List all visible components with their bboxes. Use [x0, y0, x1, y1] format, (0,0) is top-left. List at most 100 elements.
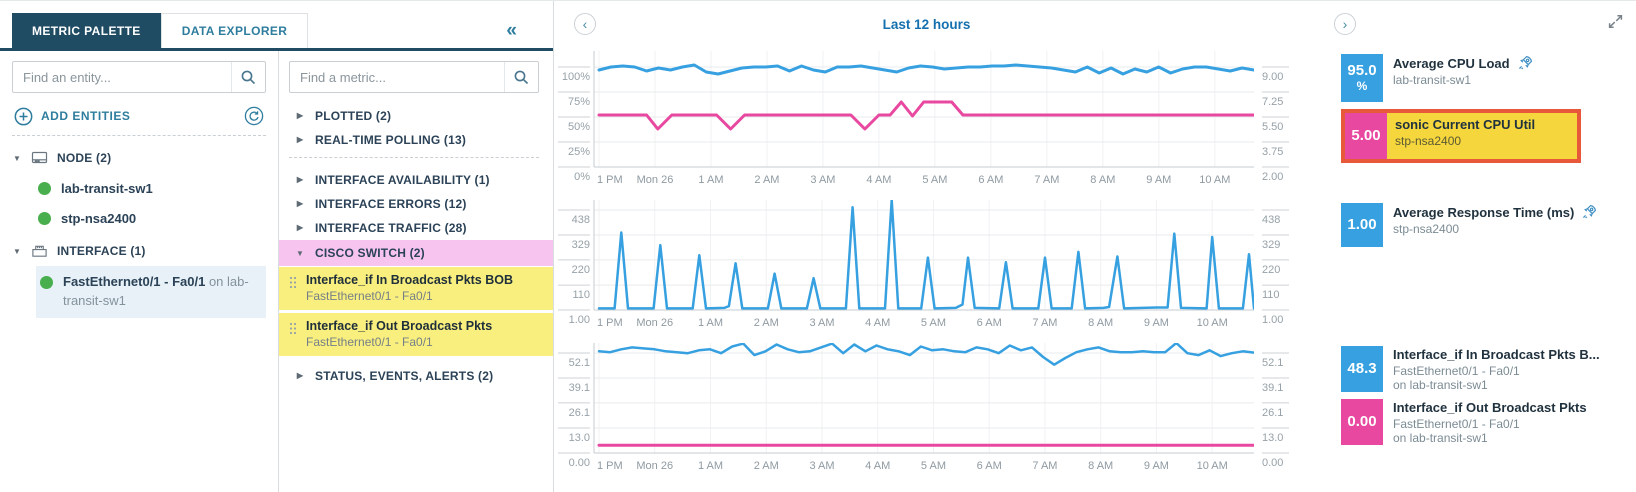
svg-text:1.00: 1.00	[1262, 314, 1283, 326]
tree-group-interface[interactable]: ▼ INTERFACE (1)	[12, 244, 146, 258]
svg-text:75%: 75%	[568, 96, 590, 108]
time-range-title[interactable]: Last 12 hours	[882, 17, 971, 32]
expand-icon[interactable]	[1606, 12, 1625, 36]
search-icon[interactable]	[231, 62, 265, 92]
tab-data-explorer[interactable]: DATA EXPLORER	[160, 13, 309, 48]
svg-text:4 AM: 4 AM	[865, 460, 890, 472]
svg-text:3.75: 3.75	[1262, 146, 1283, 158]
svg-text:5 AM: 5 AM	[921, 317, 946, 329]
interface-parent: on lab-transit-sw1	[63, 274, 249, 308]
drag-handle-icon[interactable]	[289, 276, 297, 292]
svg-text:0.00: 0.00	[569, 457, 590, 469]
svg-text:5.50: 5.50	[1262, 121, 1283, 133]
caret-right-icon[interactable]: ▶	[296, 175, 304, 184]
svg-text:Mon 26: Mon 26	[636, 317, 673, 329]
refresh-icon[interactable]	[244, 106, 264, 126]
svg-text:52.1: 52.1	[569, 357, 590, 369]
svg-text:9 AM: 9 AM	[1144, 317, 1169, 329]
caret-right-icon[interactable]: ▶	[296, 371, 304, 380]
svg-text:110: 110	[572, 289, 590, 301]
svg-text:13.0: 13.0	[1262, 432, 1283, 444]
tree-group-node[interactable]: ▼ NODE (2)	[12, 151, 112, 165]
caret-down-icon[interactable]: ▼	[12, 153, 22, 163]
legend-item-sonic-cpu-util[interactable]: 5.00 sonic Current CPU Util stp-nsa2400	[1345, 113, 1577, 159]
collapse-panel-icon[interactable]: «	[506, 19, 517, 41]
cpu-load-chart[interactable]: 0% 2.00 25% 3.75 50% 5.50 75% 7.25 100% 9.00 1 PM M…	[556, 51, 1297, 191]
caret-right-icon[interactable]: ▶	[296, 223, 304, 232]
legend-item-average-cpu-load[interactable]: 95.0% Average CPU Load lab-transit-sw1	[1341, 54, 1636, 102]
metric-group-plotted[interactable]: ▶ PLOTTED (2)	[296, 108, 392, 123]
broadcast-pkts-chart[interactable]: 0.00 0.00 13.0 13.0 26.1 26.1 39.1 39.1 52.1 52.1…	[556, 343, 1297, 477]
svg-text:26.1: 26.1	[1262, 407, 1283, 419]
svg-text:1 PM: 1 PM	[597, 174, 623, 186]
legend-value-box: 0.00	[1341, 399, 1383, 445]
caret-down-icon[interactable]: ▼	[12, 246, 22, 256]
svg-text:8 AM: 8 AM	[1088, 317, 1113, 329]
svg-text:1.00: 1.00	[569, 314, 590, 326]
metric-item-out-broadcast-pkts[interactable]: Interface_if Out Broadcast Pkts FastEthe…	[279, 313, 553, 356]
metric-item-in-broadcast-pkts[interactable]: Interface_if In Broadcast Pkts BOB FastE…	[279, 267, 553, 310]
time-back-button[interactable]: ‹	[574, 13, 596, 35]
svg-text:7 AM: 7 AM	[1032, 317, 1057, 329]
metric-group-status-events-alerts[interactable]: ▶ STATUS, EVENTS, ALERTS (2)	[296, 368, 494, 383]
entity-column: ADD ENTITIES ▼ NODE (2) lab-transit-sw1 …	[0, 51, 278, 492]
search-icon[interactable]	[504, 62, 538, 92]
node-icon	[31, 151, 48, 163]
metric-group-interface-availability[interactable]: ▶ INTERFACE AVAILABILITY (1)	[296, 172, 490, 187]
svg-text:3 AM: 3 AM	[810, 174, 835, 186]
metric-column: ▶ PLOTTED (2) ▶ REAL-TIME POLLING (13) ▶…	[278, 51, 553, 492]
metric-palette-panel: METRIC PALETTE DATA EXPLORER « ADD ENTIT…	[0, 1, 554, 492]
legend-item-avg-response-time[interactable]: 1.00 Average Response Time (ms) stp-nsa2…	[1341, 203, 1636, 247]
divider	[289, 157, 539, 158]
caret-right-icon[interactable]: ▶	[296, 199, 304, 208]
entity-search-input[interactable]	[13, 69, 231, 85]
legend-value-box: 95.0%	[1341, 54, 1383, 102]
entity-search-box	[12, 61, 266, 93]
palette-tabbar: METRIC PALETTE DATA EXPLORER «	[0, 13, 553, 51]
svg-text:0%: 0%	[574, 171, 590, 183]
time-forward-button[interactable]: ›	[1334, 13, 1356, 35]
svg-text:39.1: 39.1	[569, 382, 590, 394]
svg-text:329: 329	[572, 239, 590, 251]
response-time-chart[interactable]: 1.00 1.00 110 110 220 220 329 329 438 438 1 PM Mon …	[556, 200, 1297, 334]
svg-text:8 AM: 8 AM	[1088, 460, 1113, 472]
tab-metric-palette[interactable]: METRIC PALETTE	[12, 13, 161, 48]
metric-group-cisco-switch[interactable]: ▼ CISCO SWITCH (2)	[279, 240, 553, 266]
chart-row-broadcast-pkts: 0.00 0.00 13.0 13.0 26.1 26.1 39.1 39.1 52.1 52.1…	[556, 343, 1636, 477]
chart-legend: 48.3 Interface_if In Broadcast Pkts B...…	[1341, 343, 1636, 477]
legend-value-box: 1.00	[1341, 203, 1383, 247]
svg-text:110: 110	[1262, 289, 1280, 301]
metric-group-interface-traffic[interactable]: ▶ INTERFACE TRAFFIC (28)	[296, 220, 467, 235]
svg-text:3 AM: 3 AM	[809, 460, 834, 472]
svg-text:2 AM: 2 AM	[754, 317, 779, 329]
caret-down-icon[interactable]: ▼	[295, 248, 305, 258]
legend-item-in-broadcast[interactable]: 48.3 Interface_if In Broadcast Pkts B...…	[1341, 346, 1636, 392]
sonic-legend-highlight[interactable]: 5.00 sonic Current CPU Util stp-nsa2400	[1341, 109, 1581, 163]
svg-text:26.1: 26.1	[569, 407, 590, 419]
tree-item-stp-nsa2400[interactable]: stp-nsa2400	[12, 203, 266, 233]
tree-item-lab-transit-sw1[interactable]: lab-transit-sw1	[12, 173, 266, 203]
svg-text:2.00: 2.00	[1262, 171, 1283, 183]
caret-right-icon[interactable]: ▶	[296, 135, 304, 144]
svg-text:1 AM: 1 AM	[698, 174, 723, 186]
tree-item-fastethernet-selected[interactable]: FastEthernet0/1 - Fa0/1 on lab-transit-s…	[36, 266, 266, 318]
metric-title: Interface_if Out Broadcast Pkts	[306, 319, 493, 333]
svg-text:9.00: 9.00	[1262, 71, 1283, 83]
svg-text:438: 438	[1262, 214, 1280, 226]
status-up-dot	[38, 181, 51, 195]
plus-circle-icon	[14, 107, 33, 125]
metric-search-input[interactable]	[290, 69, 504, 85]
drag-handle-icon[interactable]	[289, 322, 297, 338]
metric-group-interface-errors[interactable]: ▶ INTERFACE ERRORS (12)	[296, 196, 467, 211]
svg-text:329: 329	[1262, 239, 1280, 251]
caret-right-icon[interactable]: ▶	[296, 111, 304, 120]
svg-text:4 AM: 4 AM	[866, 174, 891, 186]
svg-text:39.1: 39.1	[1262, 382, 1283, 394]
legend-item-out-broadcast[interactable]: 0.00 Interface_if Out Broadcast Pkts Fas…	[1341, 399, 1636, 445]
svg-text:10 AM: 10 AM	[1197, 460, 1228, 472]
status-up-dot	[38, 211, 51, 225]
add-entities-button[interactable]: ADD ENTITIES	[14, 106, 264, 126]
chart-row-cpu: 0% 2.00 25% 3.75 50% 5.50 75% 7.25 100% 9.00 1 PM M…	[556, 51, 1636, 191]
metric-group-realtime-polling[interactable]: ▶ REAL-TIME POLLING (13)	[296, 132, 467, 147]
